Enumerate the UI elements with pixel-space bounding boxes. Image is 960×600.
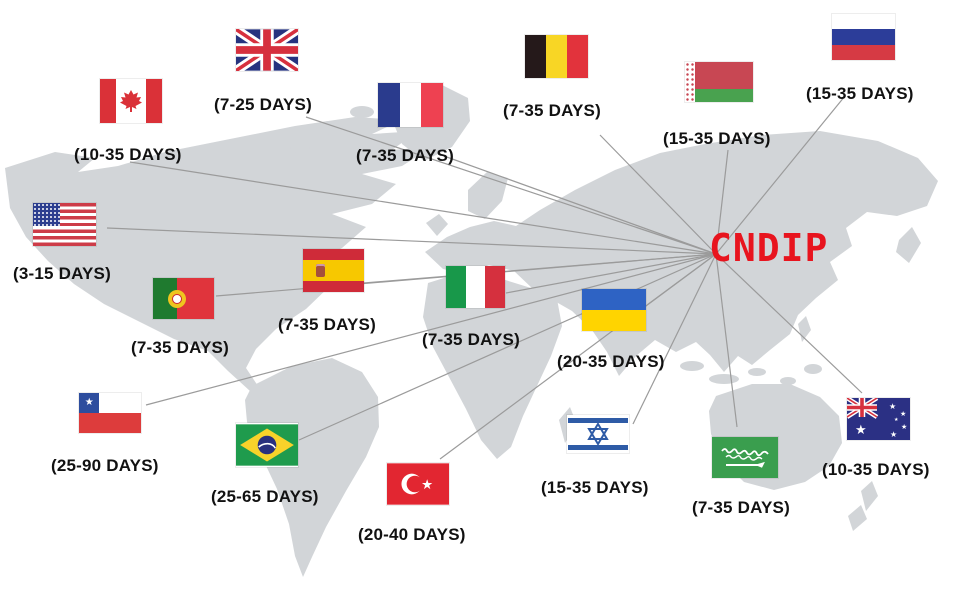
saudi-arabia-flag-icon [712,437,778,478]
indonesia-island [748,368,766,376]
british-isles [426,214,448,236]
ukraine-flag-icon [582,289,646,331]
italy-flag-icon [446,266,505,308]
arctic-island [316,121,344,135]
turkey-flag-icon: ★ [387,463,449,505]
belgium-flag-icon [525,35,588,78]
route-line-brazil [298,253,717,441]
route-line-australia [715,253,863,394]
route-line-saudi [715,253,738,428]
ukraine-days-label: (20-35 DAYS) [557,352,665,371]
route-line-italy [505,253,717,294]
indonesia-island [680,361,704,371]
route-line-france [443,155,717,255]
eurasia [425,131,938,376]
saudi-arabia-days-label: (7-35 DAYS) [692,498,790,517]
svg-text:★: ★ [900,410,906,418]
route-line-uk [305,116,717,255]
canada-days-label: (10-35 DAYS) [74,145,182,164]
usa-days-label: (3-15 DAYS) [13,264,111,283]
arctic-island [350,106,374,118]
uk-days-label: (7-25 DAYS) [214,95,312,114]
svg-text:★: ★ [855,423,867,438]
north-america [5,117,432,396]
israel-flag-icon [567,415,629,453]
origin-brand-label: CNDIP [709,226,829,270]
route-line-belarus [715,149,729,255]
portugal-flag-icon [153,278,214,319]
russia-days-label: (15-35 DAYS) [806,84,914,103]
belarus-flag-icon [685,62,753,102]
indonesia-island [780,377,796,385]
africa [423,272,562,459]
canada-flag-icon [100,79,162,123]
south-america [245,358,379,577]
spain-days-label: (7-35 DAYS) [278,315,376,334]
svg-text:★: ★ [890,430,897,439]
uk-flag-icon [236,29,298,71]
belarus-days-label: (15-35 DAYS) [663,129,771,148]
france-days-label: (7-35 DAYS) [356,146,454,165]
scandinavia [468,172,508,219]
usa-flag-icon [33,203,96,246]
svg-text:★: ★ [901,423,907,431]
route-line-israel [632,253,717,425]
japan [896,227,921,263]
route-line-belgium [599,134,717,255]
route-line-usa [106,227,717,255]
turkey-days-label: (20-40 DAYS) [358,525,466,544]
belgium-days-label: (7-35 DAYS) [503,101,601,120]
route-line-russia [715,95,846,255]
indonesia-island [804,364,822,374]
route-line-canada [129,161,717,255]
svg-text:★: ★ [894,417,899,423]
route-line-chile [145,253,717,406]
france-flag-icon [378,83,443,127]
route-line-spain [363,253,717,284]
svg-text:★: ★ [421,478,433,493]
chile-star-icon: ★ [79,393,100,413]
new-zealand [861,481,878,511]
new-zealand [848,505,867,531]
australia-flag-icon: ★ ★ ★ ★ ★ ★ [847,398,910,440]
brazil-days-label: (25-65 DAYS) [211,487,319,506]
arctic-island [290,143,310,153]
italy-days-label: (7-35 DAYS) [422,330,520,349]
israel-days-label: (15-35 DAYS) [541,478,649,497]
chile-flag-icon: ★ [79,393,141,433]
brazil-flag-icon [236,423,298,467]
route-line-turkey [439,253,717,460]
spain-flag-icon [303,249,364,292]
portugal-days-label: (7-35 DAYS) [131,338,229,357]
australia-days-label: (10-35 DAYS) [822,460,930,479]
chile-days-label: (25-90 DAYS) [51,456,159,475]
svg-text:★: ★ [889,402,896,411]
russia-flag-icon [832,14,895,60]
